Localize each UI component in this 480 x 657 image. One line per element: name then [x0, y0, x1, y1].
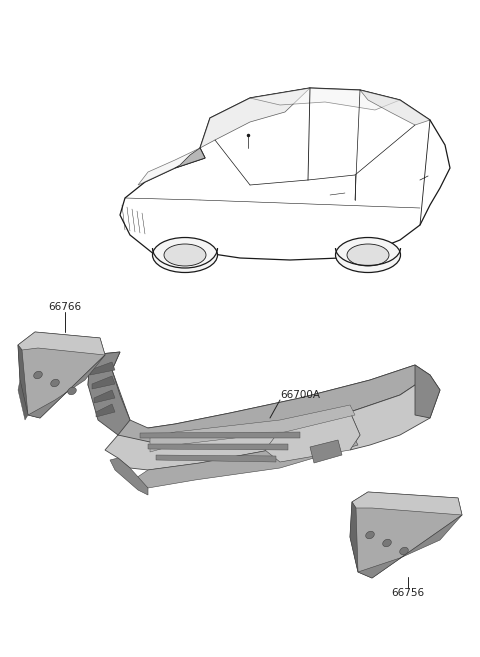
Polygon shape: [250, 88, 400, 110]
Polygon shape: [265, 412, 360, 462]
Polygon shape: [110, 458, 148, 495]
Polygon shape: [150, 405, 355, 452]
Polygon shape: [96, 404, 115, 417]
Ellipse shape: [400, 547, 408, 555]
Text: 66756: 66756: [391, 588, 425, 598]
Polygon shape: [350, 375, 440, 450]
Polygon shape: [360, 90, 430, 125]
Ellipse shape: [366, 532, 374, 539]
Polygon shape: [156, 455, 276, 462]
Polygon shape: [140, 432, 300, 438]
Polygon shape: [175, 148, 205, 168]
Polygon shape: [18, 332, 105, 418]
Polygon shape: [358, 515, 462, 578]
Ellipse shape: [347, 244, 389, 266]
Polygon shape: [130, 430, 358, 488]
Polygon shape: [138, 148, 205, 185]
Polygon shape: [350, 502, 358, 572]
Polygon shape: [415, 365, 440, 418]
Polygon shape: [200, 88, 310, 148]
Text: 66700A: 66700A: [280, 390, 320, 400]
Polygon shape: [28, 355, 105, 418]
Polygon shape: [350, 492, 462, 578]
Ellipse shape: [383, 539, 391, 547]
Ellipse shape: [153, 237, 217, 273]
Ellipse shape: [51, 379, 60, 387]
Polygon shape: [94, 390, 115, 403]
Polygon shape: [90, 362, 115, 375]
Polygon shape: [88, 352, 430, 442]
Polygon shape: [88, 352, 130, 435]
Polygon shape: [18, 332, 105, 355]
Text: 66766: 66766: [48, 302, 82, 312]
Polygon shape: [18, 345, 28, 415]
Ellipse shape: [336, 237, 400, 273]
Polygon shape: [120, 88, 450, 260]
Polygon shape: [105, 365, 420, 470]
Ellipse shape: [164, 244, 206, 266]
Ellipse shape: [68, 387, 76, 395]
Polygon shape: [92, 376, 115, 389]
Polygon shape: [352, 492, 462, 515]
Polygon shape: [310, 440, 342, 463]
Polygon shape: [148, 444, 288, 450]
Polygon shape: [18, 380, 28, 420]
Ellipse shape: [34, 371, 42, 378]
